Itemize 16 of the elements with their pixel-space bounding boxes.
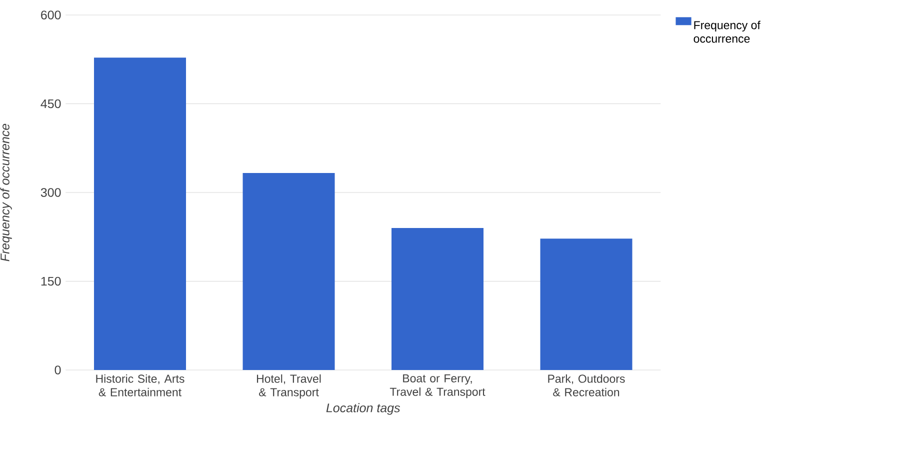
y-tick-label: 300 bbox=[40, 188, 61, 197]
x-axis-title: Location tags bbox=[326, 403, 400, 415]
legend-label: Frequency of occurrence bbox=[694, 20, 760, 43]
bar bbox=[242, 172, 335, 370]
x-tick-label: Historic Site, Arts & Entertainment bbox=[96, 374, 184, 396]
bar bbox=[540, 238, 632, 370]
bar bbox=[94, 58, 186, 370]
x-tick-label: Boat or Ferry, Travel & Transport bbox=[390, 374, 486, 398]
bar bbox=[392, 228, 484, 370]
y-tick-label: 0 bbox=[54, 366, 61, 374]
y-tick-label: 600 bbox=[41, 10, 61, 20]
y-tick-label: 450 bbox=[40, 99, 61, 108]
x-tick-label: Park, Outdoors & Recreation bbox=[548, 374, 625, 396]
y-axis-title: Frequency of occurrence bbox=[0, 124, 12, 262]
y-tick-label: 150 bbox=[41, 276, 61, 286]
x-tick-label: Hotel, Travel & Transport bbox=[256, 374, 321, 399]
